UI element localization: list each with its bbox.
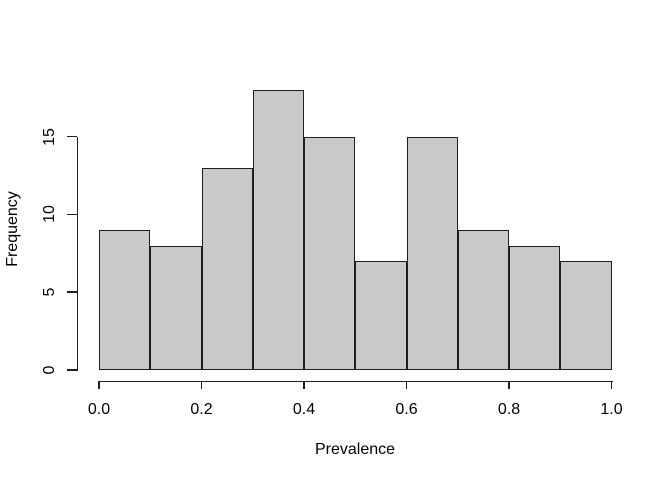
x-tick-label: 0.2 [190,401,213,418]
histogram-bar [457,229,509,370]
histogram-bar [355,261,407,370]
histogram-bar [560,261,612,370]
y-tick-label: 5 [41,287,58,297]
y-tick-label: 15 [41,127,58,146]
y-tick-label: 0 [41,365,58,375]
x-tick-label: 1.0 [600,401,623,418]
histogram-bar [406,136,458,370]
y-tick [67,213,77,216]
x-axis-title: Prevalence [314,441,396,458]
y-axis-title: Frequency [4,191,21,267]
y-tick [67,135,77,138]
x-tick [405,380,408,389]
x-tick [508,380,510,389]
y-axis-line [76,136,78,372]
histogram-bar [304,136,356,370]
histogram-bar [201,167,253,370]
x-tick-label: 0.4 [292,401,316,418]
histogram-bar [150,245,202,370]
y-tick-label: 10 [41,205,58,224]
histogram-bar [509,245,561,370]
x-tick [303,380,305,389]
x-tick [200,380,203,389]
x-tick-label: 0.0 [87,401,111,418]
y-tick [67,291,77,293]
x-tick [98,380,100,389]
histogram-bar [99,229,151,370]
histogram-bar [252,89,304,370]
x-axis-line [99,380,613,382]
x-tick [610,380,613,389]
y-tick [67,369,77,371]
x-tick-label: 0.6 [395,401,418,418]
x-tick-label: 0.8 [497,401,521,418]
